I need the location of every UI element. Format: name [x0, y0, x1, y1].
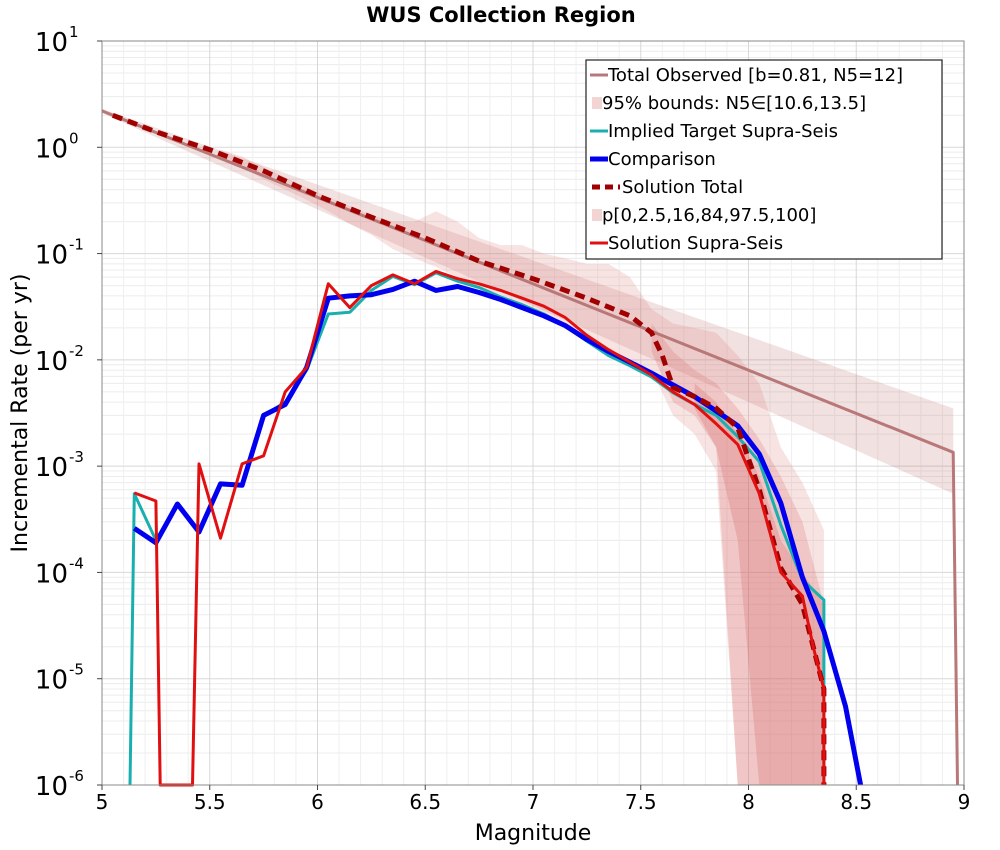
y-tick-base: 10 — [35, 666, 68, 696]
x-axis-ticks: 5 5.5 6 6.5 7 7.5 8 8.5 9 — [96, 785, 971, 814]
legend-swatch — [592, 97, 602, 109]
y-tick-exponent: -1 — [69, 236, 84, 254]
y-tick-label: 10 -4 — [35, 554, 84, 589]
y-tick-base: 10 — [35, 347, 68, 377]
y-tick-exponent: -5 — [69, 661, 84, 679]
y-tick-base: 10 — [35, 241, 68, 271]
y-tick-label: 10 -3 — [35, 448, 84, 483]
series-line — [132, 278, 864, 786]
x-tick-label: 8.5 — [840, 790, 872, 814]
y-tick-exponent: 0 — [69, 129, 79, 147]
y-tick-label: 10 -6 — [35, 767, 84, 802]
y-tick-label: 10 -2 — [35, 342, 84, 377]
legend-label: Solution Supra-Seis — [608, 233, 783, 254]
y-tick-label: 10 -1 — [35, 236, 84, 271]
legend-label: Implied Target Supra-Seis — [608, 121, 838, 142]
x-tick-label: 9 — [958, 790, 971, 814]
legend-label: Comparison — [608, 149, 716, 170]
legend-label: 95% bounds: N5∈[10.6,13.5] — [602, 93, 866, 114]
y-tick-base: 10 — [35, 134, 68, 164]
series-layer — [101, 109, 959, 787]
legend-swatch — [592, 209, 602, 221]
y-tick-exponent: -6 — [69, 767, 84, 785]
y-tick-exponent: -2 — [69, 342, 84, 360]
y-tick-base: 10 — [35, 772, 68, 802]
x-axis-label: Magnitude — [475, 821, 592, 846]
x-tick-label: 5.5 — [194, 790, 226, 814]
series-line — [133, 269, 826, 787]
x-tick-label: 7.5 — [625, 790, 657, 814]
legend: Total Observed [b=0.81, N5=12] 95% bounds… — [585, 59, 943, 260]
legend-box — [585, 59, 943, 260]
confidence-band — [694, 383, 824, 785]
legend-label: Total Observed [b=0.81, N5=12] — [607, 65, 903, 86]
y-tick-base: 10 — [35, 453, 68, 483]
x-tick-label: 7 — [527, 790, 540, 814]
chart-title: WUS Collection Region — [366, 3, 636, 27]
legend-label: p[0,2.5,16,84,97.5,100] — [602, 205, 816, 226]
y-tick-label: 10 -5 — [35, 661, 84, 696]
y-tick-exponent: -4 — [69, 554, 84, 572]
y-tick-base: 10 — [35, 559, 68, 589]
x-tick-label: 8 — [742, 790, 755, 814]
legend-label: Solution Total — [622, 177, 743, 198]
y-tick-base: 10 — [35, 28, 68, 58]
y-tick-exponent: 1 — [69, 23, 79, 41]
x-tick-label: 6 — [311, 790, 324, 814]
x-tick-label: 6.5 — [409, 790, 441, 814]
series-line — [111, 112, 827, 785]
y-tick-exponent: -3 — [69, 448, 84, 466]
y-tick-label: 10 1 — [35, 23, 79, 58]
y-tick-label: 10 0 — [35, 129, 79, 164]
x-tick-label: 5 — [96, 790, 109, 814]
confidence-band — [651, 323, 824, 785]
y-axis-label: Incremental Rate (per yr) — [8, 274, 33, 553]
